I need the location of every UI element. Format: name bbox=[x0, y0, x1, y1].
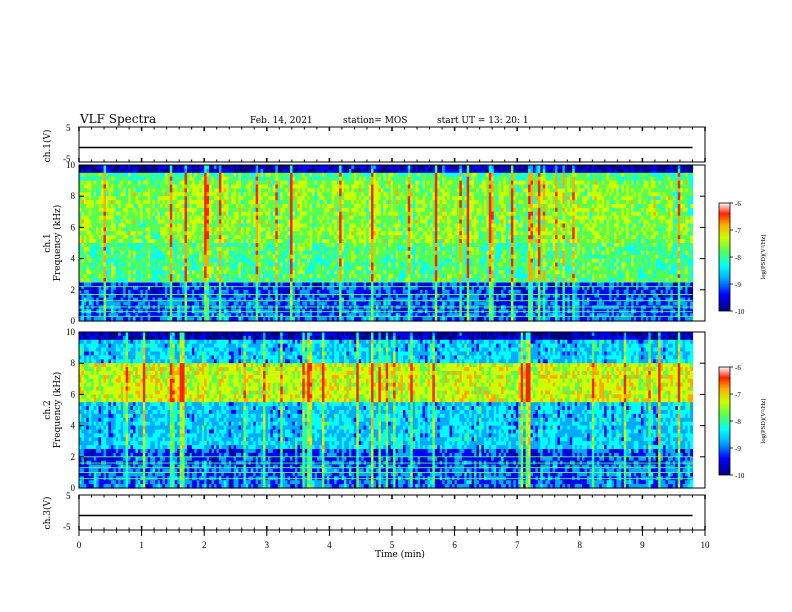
ch1-spec-cell bbox=[690, 220, 693, 225]
ch1-spec-cell bbox=[690, 227, 693, 232]
ch1-spec-cell bbox=[690, 177, 693, 182]
ch1-spec-cell bbox=[690, 173, 693, 178]
ch1-spec-cell bbox=[690, 169, 693, 174]
ch1-spec-cell bbox=[690, 216, 693, 221]
ch1-voltage-frame bbox=[79, 127, 705, 162]
ch1-voltage-ylabel: ch.1(V) bbox=[42, 130, 53, 163]
start-time-label: start UT = 13: 20: 1 bbox=[437, 116, 529, 126]
ch1-ytick-top: 5 bbox=[66, 123, 71, 133]
ch1-spec-cell bbox=[690, 200, 693, 205]
ch1-spec-cell bbox=[690, 181, 693, 186]
figure-title: VLF Spectra bbox=[79, 112, 156, 126]
ch1-spec-cell bbox=[690, 235, 693, 240]
ch1-spec-cell bbox=[690, 185, 693, 190]
ch1-spec-cell bbox=[690, 212, 693, 217]
ch1-voltage-panel: 5 -5 ch.1(V) bbox=[42, 123, 705, 164]
ch1-spec-cell bbox=[690, 224, 693, 229]
ch1-spec-cell bbox=[690, 188, 693, 193]
date-label: Feb. 14, 2021 bbox=[250, 116, 313, 126]
ch1-spec-cell bbox=[690, 231, 693, 236]
ch1-spec-cell bbox=[690, 165, 693, 170]
station-label: station= MOS bbox=[343, 116, 407, 126]
ch1-spec-cell bbox=[690, 208, 693, 213]
ch1-spec-cell bbox=[690, 196, 693, 201]
ch1-spec-cell bbox=[690, 204, 693, 209]
ch1-spec-cell bbox=[690, 192, 693, 197]
